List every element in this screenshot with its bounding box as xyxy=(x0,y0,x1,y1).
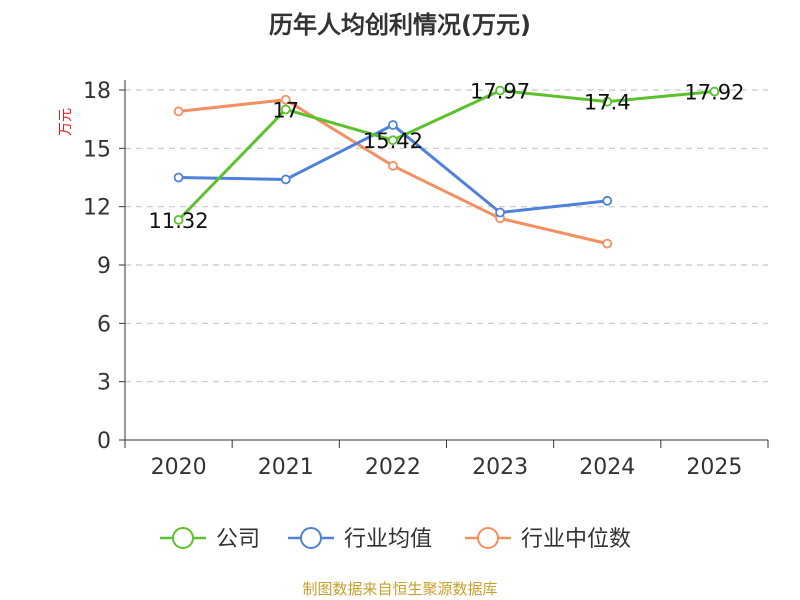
x-tick-label: 2025 xyxy=(686,455,742,480)
legend[interactable]: 公司 行业均值 行业中位数 xyxy=(160,527,631,552)
legend-marker xyxy=(477,527,499,549)
legend-marker xyxy=(300,527,322,549)
data-label: 17 xyxy=(272,98,299,122)
series-group: 11.32 17 15.42 17.97 17.4 17.92 xyxy=(149,80,744,249)
data-point xyxy=(173,172,184,183)
data-point xyxy=(495,207,505,218)
data-label: 11.32 xyxy=(149,209,209,233)
data-point xyxy=(388,135,398,146)
source-note: 制图数据来自恒生聚源数据库 xyxy=(302,580,497,598)
data-point xyxy=(280,104,291,115)
y-tick-label: 9 xyxy=(97,254,111,279)
legend-item-label[interactable]: 行业中位数 xyxy=(521,527,631,552)
x-tick-label: 2022 xyxy=(365,455,421,480)
data-label: 17.92 xyxy=(684,81,744,105)
legend-item-label[interactable]: 行业均值 xyxy=(344,527,432,552)
data-point xyxy=(388,120,398,130)
data-point xyxy=(495,85,505,96)
y-tick-label: 18 xyxy=(83,79,111,104)
data-label: 17.97 xyxy=(470,80,530,104)
legend-item-label[interactable]: 公司 xyxy=(216,527,260,552)
y-axis-label: 万元 xyxy=(58,108,74,136)
data-point xyxy=(602,238,613,249)
x-tick-label: 2023 xyxy=(472,455,528,480)
data-point xyxy=(388,160,398,171)
gridlines xyxy=(125,89,768,383)
legend-marker xyxy=(172,527,194,549)
data-point xyxy=(709,86,720,97)
data-point xyxy=(280,174,291,185)
data-label: 17.4 xyxy=(584,91,631,115)
y-tick-label: 3 xyxy=(97,371,111,396)
data-point xyxy=(602,195,613,206)
data-point xyxy=(280,94,291,105)
x-tick-label: 2020 xyxy=(151,455,207,480)
x-tick-label: 2024 xyxy=(579,455,635,480)
data-point xyxy=(173,106,184,117)
y-tick-label: 15 xyxy=(83,137,111,162)
data-point xyxy=(602,96,613,107)
data-point xyxy=(173,214,184,225)
data-label: 15.42 xyxy=(363,129,423,153)
chart-title: 历年人均创利情况(万元) xyxy=(269,11,531,39)
series-line-0 xyxy=(177,89,715,221)
x-tick-label: 2021 xyxy=(258,455,314,480)
y-tick-label: 6 xyxy=(97,312,111,337)
y-tick-label: 0 xyxy=(97,429,111,454)
axes: 0 3 6 9 12 15 18 2020 2021 2022 2023 2024 2025 xyxy=(83,79,769,480)
y-tick-label: 12 xyxy=(83,196,111,221)
